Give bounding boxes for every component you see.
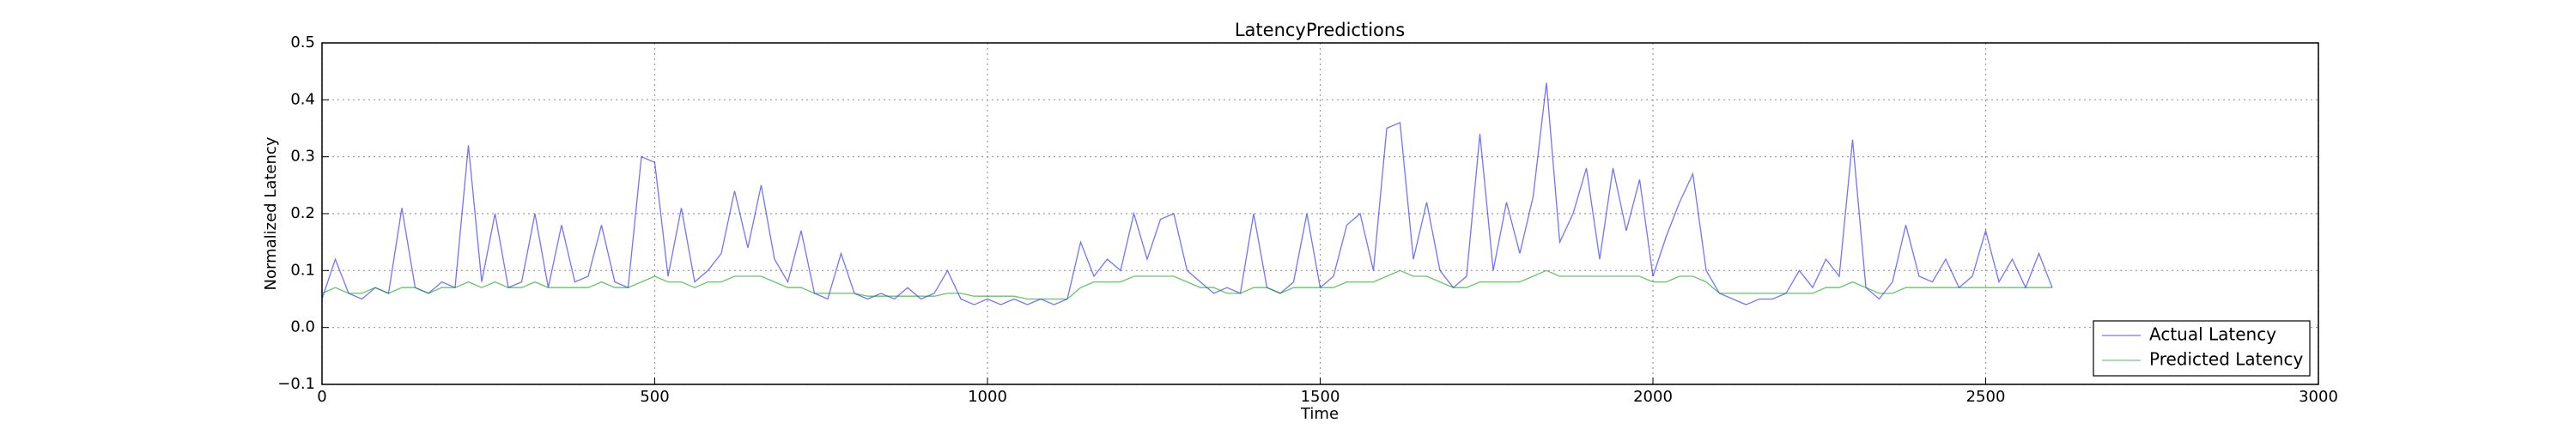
x-tick-label: 1000	[968, 388, 1007, 406]
chart-title: LatencyPredictions	[1235, 20, 1405, 40]
x-tick-label: 500	[640, 388, 669, 406]
y-tick-label: −0.1	[277, 375, 315, 393]
plot-frame	[321, 42, 2319, 385]
series-line	[321, 269, 2052, 300]
x-tick-label: 2500	[1966, 388, 2006, 406]
y-tick-label: 0.3	[290, 148, 315, 166]
x-tick-label: 1500	[1301, 388, 1340, 406]
x-tick-label: 2000	[1633, 388, 1673, 406]
legend-box	[2093, 320, 2311, 377]
x-tick-label: 3000	[2299, 388, 2338, 406]
legend-label: Actual Latency	[2149, 324, 2276, 345]
series-line	[321, 82, 2053, 305]
y-tick-label: 0.2	[290, 204, 315, 222]
y-axis-label: Normalized Latency	[262, 136, 280, 290]
y-tick-label: 0.5	[290, 33, 315, 51]
y-tick-label: 0.0	[290, 318, 315, 336]
x-axis-label: Time	[1300, 405, 1339, 423]
y-tick-label: 0.1	[290, 261, 315, 279]
legend-label: Predicted Latency	[2149, 349, 2303, 370]
x-tick-label: 0	[317, 388, 326, 406]
y-tick-label: 0.4	[290, 90, 315, 108]
